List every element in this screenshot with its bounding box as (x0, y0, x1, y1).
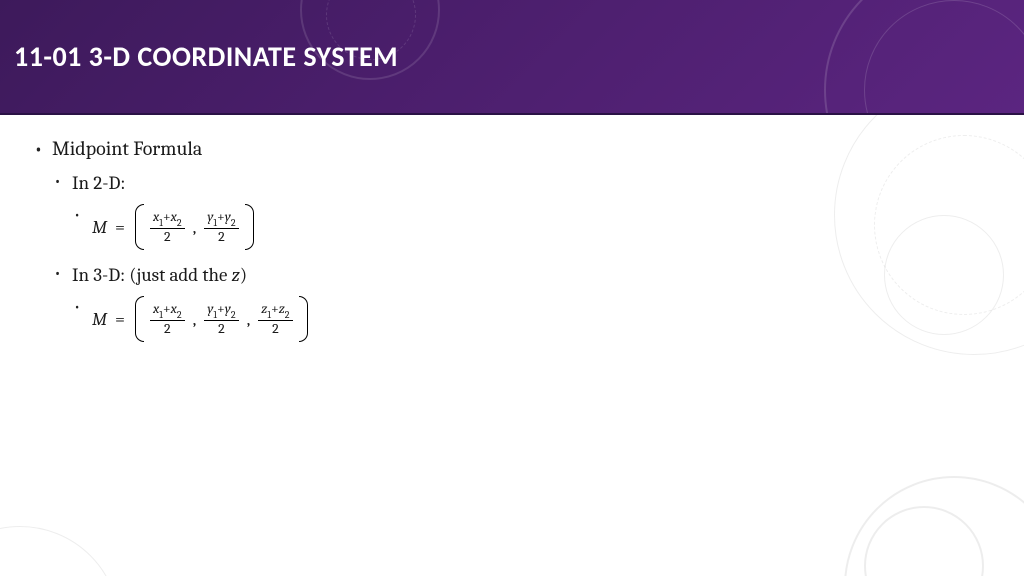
bullet-text: In 3-D: (just add the z) (72, 264, 247, 286)
bullet-lvl2: In 2-D: M = x1+x2 2 (52, 172, 1004, 250)
math-numerator: x1+x2 (150, 210, 185, 229)
watermark-ring-icon (864, 506, 984, 576)
math-paren: x1+x2 2 , y1+y2 2 , (133, 296, 310, 342)
t: ) (240, 264, 247, 286)
p: + (163, 208, 171, 225)
z-var: z (232, 264, 240, 286)
bullet-lvl3-formula: M = x1+x2 2 , (72, 204, 1004, 250)
slide-title: 11-01 3-D COORDINATE SYSTEM (14, 39, 398, 74)
math-denominator: 2 (164, 229, 171, 245)
math-fraction: y1+y2 2 (204, 302, 238, 337)
bullet-text: Midpoint Formula (52, 137, 202, 160)
bullet-list-lvl3: M = x1+x2 2 , (72, 204, 1004, 250)
watermark-ring-icon (844, 476, 1024, 576)
p: + (271, 300, 279, 317)
p: + (217, 208, 225, 225)
decor-ring-icon (824, 0, 1024, 115)
t: x (171, 208, 177, 225)
math-var: M (92, 309, 107, 330)
math-fraction: x1+x2 2 (150, 210, 185, 245)
bullet-list-lvl1: Midpoint Formula In 2-D: M = (32, 137, 1004, 342)
s: 2 (231, 309, 236, 321)
p: + (163, 300, 171, 317)
bullet-list-lvl2: In 2-D: M = x1+x2 2 (52, 172, 1004, 342)
decor-ring-icon (864, 0, 1024, 115)
math-denominator: 2 (164, 321, 171, 337)
s: 1 (213, 309, 217, 321)
bullet-text: In 2-D: (72, 172, 125, 194)
math-fraction: x1+x2 2 (150, 302, 185, 337)
math-comma: , (191, 309, 199, 330)
math-numerator: z1+z2 (258, 302, 292, 321)
math-denominator: 2 (218, 229, 225, 245)
midpoint-formula-2d: M = x1+x2 2 , (92, 204, 256, 250)
t: y (225, 208, 231, 225)
s: 1 (159, 309, 163, 321)
math-comma: , (191, 217, 199, 238)
p: + (217, 300, 225, 317)
math-comma: , (245, 309, 253, 330)
bullet-lvl2: In 3-D: (just add the z) M = x1+x2 (52, 264, 1004, 342)
watermark-ring-icon (0, 526, 120, 576)
bullet-lvl1: Midpoint Formula In 2-D: M = (32, 137, 1004, 342)
t: x (171, 300, 177, 317)
slide-body: Midpoint Formula In 2-D: M = (0, 115, 1024, 576)
math-fraction: y1+y2 2 (204, 210, 238, 245)
t: In 3-D: (just add the (72, 264, 232, 286)
math-numerator: y1+y2 (204, 302, 238, 321)
math-numerator: x1+x2 (150, 302, 185, 321)
s: 2 (177, 217, 182, 229)
s: 2 (231, 217, 236, 229)
math-fraction: z1+z2 2 (258, 302, 292, 337)
s: 2 (285, 309, 290, 321)
t: y (225, 300, 231, 317)
math-eq: = (111, 309, 129, 330)
bullet-lvl3-formula: M = x1+x2 2 , (72, 296, 1004, 342)
math-denominator: 2 (272, 321, 279, 337)
slide-header: 11-01 3-D COORDINATE SYSTEM (0, 0, 1024, 115)
s: 1 (267, 309, 271, 321)
s: 1 (159, 217, 163, 229)
math-paren: x1+x2 2 , y1+y2 2 (133, 204, 256, 250)
math-var: M (92, 217, 107, 238)
math-numerator: y1+y2 (204, 210, 238, 229)
math-denominator: 2 (218, 321, 225, 337)
bullet-list-lvl3: M = x1+x2 2 , (72, 296, 1004, 342)
s: 2 (177, 309, 182, 321)
s: 1 (213, 217, 217, 229)
t: z (279, 300, 285, 317)
midpoint-formula-3d: M = x1+x2 2 , (92, 296, 310, 342)
slide: 11-01 3-D COORDINATE SYSTEM Midpoint For… (0, 0, 1024, 576)
math-eq: = (111, 217, 129, 238)
